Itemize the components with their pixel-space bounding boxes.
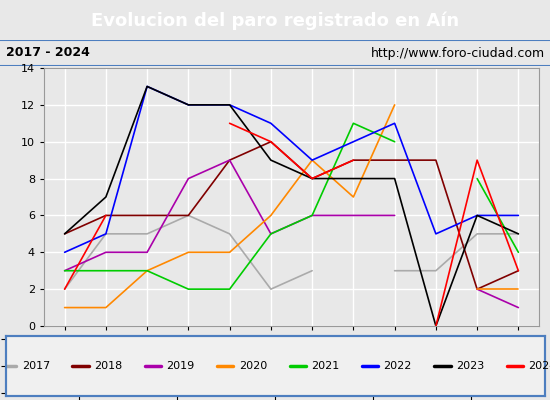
- Text: 2024: 2024: [529, 361, 550, 371]
- Text: 2022: 2022: [383, 361, 412, 371]
- Text: 2023: 2023: [456, 361, 484, 371]
- Text: 2020: 2020: [239, 361, 267, 371]
- Text: 2019: 2019: [167, 361, 195, 371]
- Text: 2017: 2017: [21, 361, 50, 371]
- Text: 2021: 2021: [311, 361, 339, 371]
- Text: 2017 - 2024: 2017 - 2024: [6, 46, 89, 60]
- Text: Evolucion del paro registrado en Aín: Evolucion del paro registrado en Aín: [91, 12, 459, 30]
- Text: 2018: 2018: [94, 361, 122, 371]
- Text: http://www.foro-ciudad.com: http://www.foro-ciudad.com: [370, 46, 544, 60]
